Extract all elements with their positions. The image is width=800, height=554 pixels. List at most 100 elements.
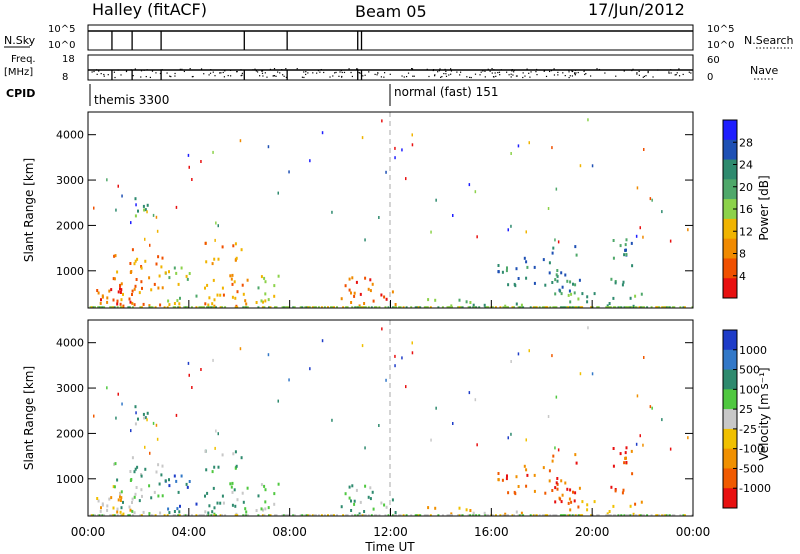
scatter-cell	[314, 514, 317, 517]
scatter-cell	[216, 293, 219, 297]
scatter-cell	[191, 386, 193, 389]
scatter-cell	[262, 300, 264, 304]
nave-dot	[674, 74, 676, 76]
scatter-cell	[355, 514, 358, 517]
scatter-cell	[596, 306, 599, 309]
scatter-cell	[263, 514, 266, 517]
scatter-cell	[472, 511, 475, 515]
scatter-cell	[467, 514, 470, 517]
scatter-cell	[212, 358, 214, 362]
scatter-cell	[617, 306, 620, 309]
cpid-label: CPID	[6, 87, 35, 100]
scatter-cell	[174, 514, 177, 517]
scatter-cell	[198, 306, 201, 309]
scatter-cell	[286, 514, 289, 517]
scatter-cell	[355, 306, 358, 309]
scatter-cell	[106, 296, 109, 300]
scatter-cell	[158, 274, 161, 278]
power-colorbar-swatch	[723, 258, 737, 279]
scatter-cell	[148, 484, 151, 488]
scatter-cell	[242, 500, 245, 504]
scatter-cell	[628, 306, 630, 309]
scatter-cell	[673, 306, 676, 309]
scatter-cell	[201, 306, 204, 309]
scatter-cell	[579, 514, 582, 517]
nave-dot	[301, 76, 304, 78]
scatter-cell	[358, 306, 361, 309]
scatter-cell	[178, 302, 181, 306]
scatter-cell	[579, 164, 582, 168]
scatter-cell	[630, 241, 633, 245]
scatter-cell	[157, 286, 160, 290]
nave-dot	[536, 68, 538, 71]
scatter-cell	[97, 291, 100, 295]
scatter-cell	[209, 514, 211, 517]
nave-dot	[303, 76, 305, 79]
nave-dot	[174, 72, 176, 75]
scatter-cell	[612, 296, 615, 300]
scatter-cell	[106, 386, 108, 390]
nave-dot	[448, 74, 450, 76]
nave-dot	[183, 70, 185, 73]
scatter-cell	[264, 292, 267, 296]
scatter-cell	[340, 297, 343, 301]
scatter-cell	[142, 302, 145, 306]
scatter-cell	[361, 344, 364, 348]
scatter-cell	[427, 298, 430, 302]
scatter-cell	[232, 452, 235, 456]
scatter-cell	[435, 406, 437, 410]
scatter-cell	[135, 486, 138, 489]
scatter-cell	[502, 514, 505, 517]
scatter-cell	[529, 306, 532, 309]
scatter-cell	[608, 306, 611, 309]
scatter-cell	[129, 300, 132, 304]
scatter-cell	[160, 265, 163, 269]
scatter-cell	[513, 306, 515, 309]
nave-dot	[169, 75, 171, 77]
scatter-cell	[188, 165, 190, 169]
nave-dot	[497, 71, 499, 74]
nave-dot	[493, 76, 495, 78]
scatter-cell	[257, 514, 260, 517]
scatter-cell	[109, 514, 112, 517]
scatter-cell	[427, 506, 430, 510]
scatter-cell	[263, 484, 266, 488]
scatter-cell	[93, 414, 95, 418]
scatter-cell	[473, 306, 476, 309]
scatter-cell	[174, 306, 177, 309]
scatter-cell	[134, 405, 137, 409]
scatter-cell	[161, 494, 164, 498]
scatter-cell	[98, 306, 101, 309]
velocity-colorbar-frame	[722, 329, 738, 509]
scatter-cell	[370, 306, 373, 309]
power-colorbar-tick-label: 12	[739, 225, 753, 238]
nave-dot	[550, 70, 553, 72]
scatter-cell	[543, 306, 546, 309]
nave-dot	[530, 71, 532, 73]
scatter-cell	[142, 412, 145, 416]
scatter-cell	[177, 514, 180, 517]
scatter-cell	[669, 239, 672, 243]
scatter-cell	[96, 289, 99, 292]
scatter-cell	[402, 306, 405, 309]
nave-dot	[493, 69, 495, 71]
scatter-cell	[179, 296, 181, 300]
scatter-cell	[392, 514, 394, 517]
scatter-cell	[578, 486, 581, 490]
scatter-cell	[612, 514, 615, 517]
scatter-cell	[554, 292, 557, 296]
velocity-xtick-label: 16:00	[474, 525, 509, 539]
nave-dot	[433, 75, 436, 77]
scatter-cell	[532, 514, 535, 517]
scatter-cell	[255, 509, 258, 512]
scatter-cell	[166, 306, 169, 309]
scatter-cell	[267, 506, 270, 510]
scatter-cell	[559, 497, 562, 501]
scatter-cell	[267, 145, 270, 149]
scatter-cell	[206, 306, 208, 309]
nave-dot	[652, 76, 654, 78]
scatter-cell	[636, 394, 639, 398]
scatter-cell	[246, 306, 249, 309]
power-colorbar-tick-label: 16	[739, 203, 753, 216]
nave-dot	[261, 70, 263, 72]
